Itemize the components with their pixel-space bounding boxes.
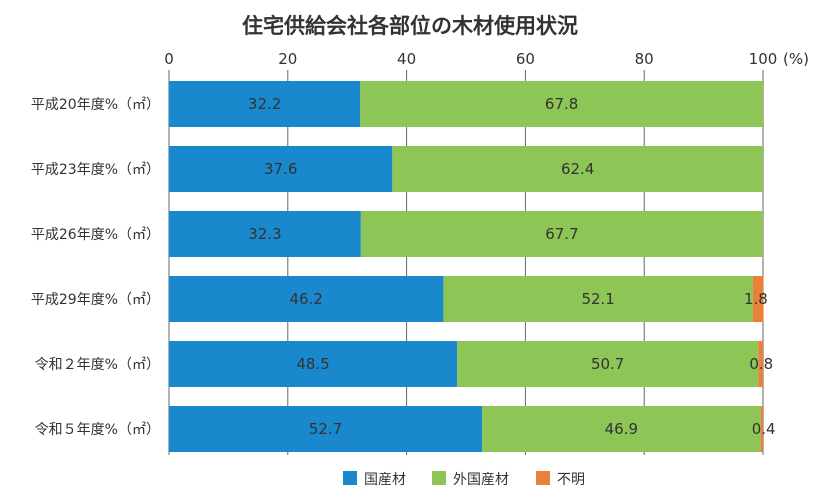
data-label: 52.7 — [309, 420, 342, 438]
data-label: 50.7 — [591, 355, 624, 373]
data-label: 32.2 — [248, 95, 281, 113]
bar-segment — [169, 406, 483, 452]
legend-label: 国産材 — [364, 472, 406, 488]
chart-title: 住宅供給会社各部位の木材使用状況 — [242, 14, 578, 38]
legend-swatch — [343, 471, 357, 485]
data-label: 48.5 — [296, 355, 329, 373]
data-label: 1.8 — [744, 290, 768, 308]
bar-segment — [169, 341, 458, 387]
category-label: 平成23年度%（㎡） — [31, 162, 160, 178]
x-tick-label: 100 — [749, 50, 778, 68]
x-tick-label: 40 — [397, 50, 416, 68]
category-labels: 平成20年度%（㎡） 平成23年度%（㎡） 平成26年度%（㎡） 平成29年度%（㎡）… — [31, 97, 160, 438]
bar-segment — [360, 211, 763, 257]
legend-swatch — [536, 471, 550, 485]
data-label: 67.7 — [545, 225, 578, 243]
data-label: 37.6 — [264, 160, 297, 178]
bar-segment — [360, 81, 763, 127]
data-label: 0.4 — [752, 420, 776, 438]
legend-label: 外国産材 — [453, 472, 509, 488]
data-label: 0.8 — [749, 355, 773, 373]
x-tick-label: 80 — [635, 50, 654, 68]
x-tick-label: 0 — [164, 50, 174, 68]
x-axis-unit: (%) — [783, 50, 809, 68]
data-label: 52.1 — [581, 290, 614, 308]
category-label: 平成26年度%（㎡） — [31, 227, 160, 243]
bar-segment — [169, 211, 361, 257]
gridlines — [168, 70, 764, 455]
bars — [169, 81, 764, 452]
bar-segment — [457, 341, 759, 387]
data-label: 67.8 — [545, 95, 578, 113]
bar-segment — [760, 406, 763, 452]
x-axis-ticks: 0 20 40 60 80 100 — [164, 50, 777, 68]
legend-label: 不明 — [557, 472, 585, 488]
bar-segment — [482, 406, 761, 452]
bar-segment — [752, 276, 764, 322]
category-label: 平成29年度%（㎡） — [31, 292, 160, 308]
bar-segment — [758, 341, 763, 387]
bar-segment — [443, 276, 753, 322]
category-label: 令和５年度%（㎡） — [35, 422, 160, 438]
data-label: 62.4 — [561, 160, 594, 178]
x-tick-label: 20 — [278, 50, 297, 68]
x-tick-label: 60 — [516, 50, 535, 68]
data-label: 32.3 — [248, 225, 281, 243]
data-label: 46.2 — [290, 290, 323, 308]
legend-swatch — [432, 471, 446, 485]
data-labels: 32.2 67.8 37.6 62.4 32.3 67.7 46.2 52.1 1.8 48.5 5… — [248, 95, 776, 438]
legend: 国産材 外国産材 不明 — [343, 471, 585, 488]
bar-segment — [169, 276, 444, 322]
category-label: 平成20年度%（㎡） — [31, 97, 160, 113]
bar-segment — [169, 81, 361, 127]
bar-segment — [392, 146, 763, 192]
bar-segment — [169, 146, 393, 192]
data-label: 46.9 — [605, 420, 638, 438]
category-label: 令和２年度%（㎡） — [35, 357, 160, 373]
